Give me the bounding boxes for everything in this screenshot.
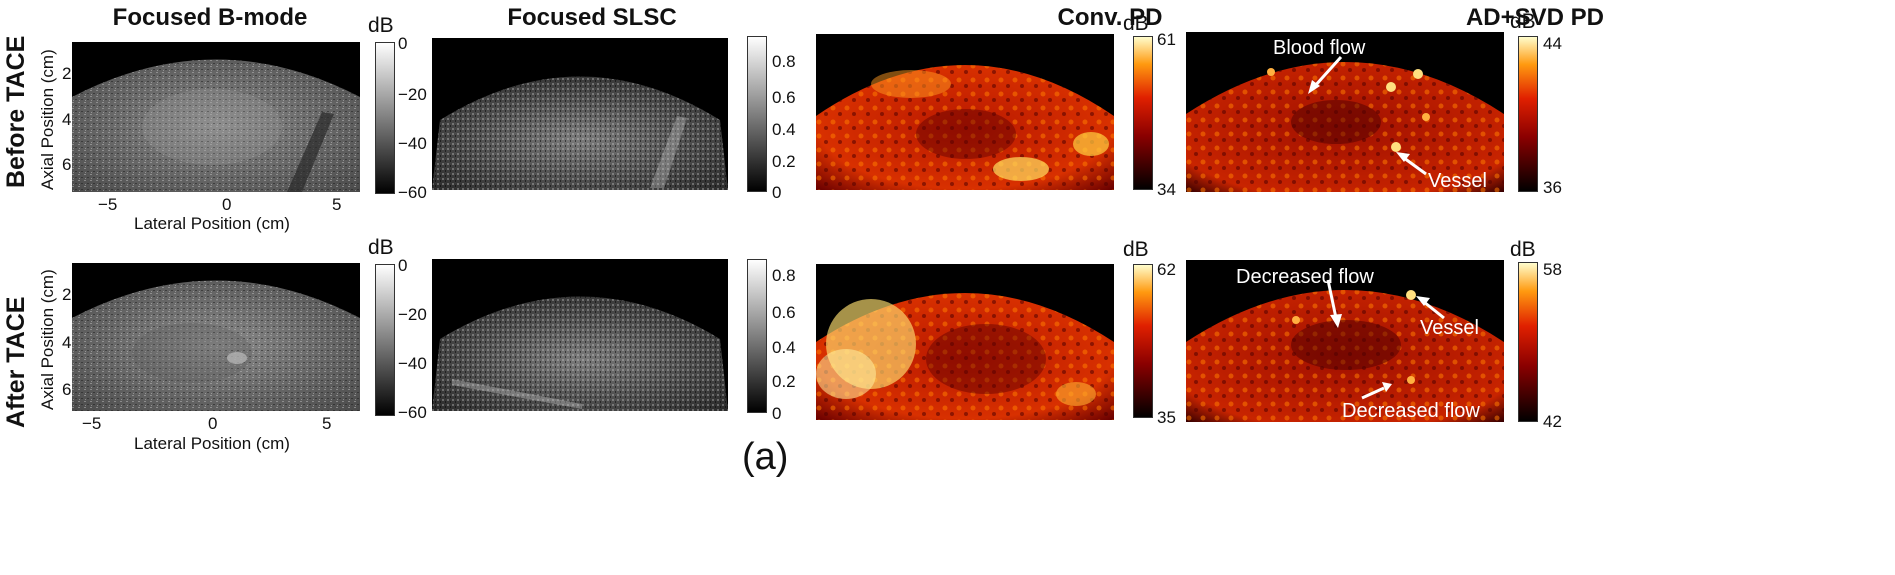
colorbar-min: 35 xyxy=(1157,408,1176,427)
svd-pd-colorbar-after xyxy=(1518,262,1538,422)
colorbar-min: 34 xyxy=(1157,180,1176,199)
conv-pd-colorbar-after xyxy=(1133,264,1153,418)
colorbar-unit: dB xyxy=(368,14,394,37)
colorbar-tick: −20 xyxy=(398,85,427,104)
colorbar-tick: 0.2 xyxy=(772,152,796,171)
colorbar-tick: 0.4 xyxy=(772,338,796,357)
col-title-bmode: Focused B-mode xyxy=(112,4,308,31)
colorbar-tick: 0.8 xyxy=(772,52,796,71)
colorbar-min: 42 xyxy=(1543,412,1562,431)
colorbar-max: 58 xyxy=(1543,260,1562,279)
x-axis-label: Lateral Position (cm) xyxy=(134,434,290,453)
ytick-label: 6 xyxy=(62,155,72,174)
annotation-vessel: Vessel xyxy=(1428,170,1487,192)
colorbar-tick: 0 xyxy=(772,183,782,202)
colorbar-tick: −20 xyxy=(398,305,427,324)
colorbar-unit: dB xyxy=(1123,12,1149,35)
colorbar-tick: 0.6 xyxy=(772,88,796,107)
colorbar-max: 61 xyxy=(1157,30,1176,49)
colorbar-tick: −60 xyxy=(398,183,427,202)
bmode-colorbar-after xyxy=(375,264,395,416)
slsc-colorbar xyxy=(747,36,767,192)
svd-pd-colorbar-before xyxy=(1518,36,1538,192)
colorbar-tick: 0.6 xyxy=(772,303,796,322)
colorbar-tick: 0.8 xyxy=(772,266,796,285)
colorbar-tick: −60 xyxy=(398,403,427,422)
conv-pd-before-image xyxy=(816,34,1114,190)
colorbar-tick: −40 xyxy=(398,354,427,373)
bmode-after-image xyxy=(72,263,360,411)
annotation-decreased-flow: Decreased flow xyxy=(1236,266,1374,288)
annotation-decreased-flow: Decreased flow xyxy=(1342,400,1480,422)
row-title-after: After TACE xyxy=(2,296,30,428)
colorbar-max: 62 xyxy=(1157,260,1176,279)
colorbar-unit: dB xyxy=(1123,238,1149,261)
y-axis-label: Axial Position (cm) xyxy=(38,49,57,190)
slsc-colorbar-after xyxy=(747,259,767,413)
ytick-label: 2 xyxy=(62,285,72,304)
annotation-blood-flow: Blood flow xyxy=(1273,37,1366,59)
bmode-before-image xyxy=(72,42,360,192)
xtick-label: 0 xyxy=(208,414,218,433)
bmode-colorbar xyxy=(375,42,395,194)
colorbar-unit: dB xyxy=(1510,238,1536,261)
conv-pd-colorbar-before xyxy=(1133,36,1153,190)
colorbar-tick: 0.4 xyxy=(772,120,796,139)
colorbar-min: 36 xyxy=(1543,178,1562,197)
ytick-label: 4 xyxy=(62,333,72,352)
colorbar-unit: dB xyxy=(1510,10,1536,33)
xtick-label: 0 xyxy=(222,195,232,214)
conv-pd-after-image xyxy=(816,264,1114,420)
xtick-label: −5 xyxy=(98,195,118,214)
row-title-before: Before TACE xyxy=(2,35,30,188)
slsc-after-image xyxy=(432,259,728,411)
annotation-vessel: Vessel xyxy=(1420,317,1479,339)
colorbar-tick: 0 xyxy=(398,256,408,275)
figure-caption: (a) xyxy=(742,436,789,478)
y-axis-label: Axial Position (cm) xyxy=(38,269,57,410)
colorbar-tick: 0 xyxy=(772,404,782,423)
colorbar-max: 44 xyxy=(1543,34,1562,53)
col-title-slsc: Focused SLSC xyxy=(507,4,677,31)
xtick-label: 5 xyxy=(322,414,332,433)
colorbar-unit: dB xyxy=(368,236,394,259)
col-title-conv-pd: Conv. PD xyxy=(1057,4,1163,31)
ytick-label: 2 xyxy=(62,64,72,83)
colorbar-tick: −40 xyxy=(398,134,427,153)
x-axis-label: Lateral Position (cm) xyxy=(134,214,290,233)
svd-pd-before-image xyxy=(1186,32,1504,192)
ytick-label: 6 xyxy=(62,380,72,399)
colorbar-tick: 0 xyxy=(398,34,408,53)
xtick-label: 5 xyxy=(332,195,342,214)
ytick-label: 4 xyxy=(62,110,72,129)
xtick-label: −5 xyxy=(82,414,102,433)
svd-pd-after-image xyxy=(1186,260,1504,422)
slsc-before-image xyxy=(432,38,728,190)
colorbar-tick: 0.2 xyxy=(772,372,796,391)
col-title-svd-pd: AD+SVD PD xyxy=(1465,4,1605,31)
